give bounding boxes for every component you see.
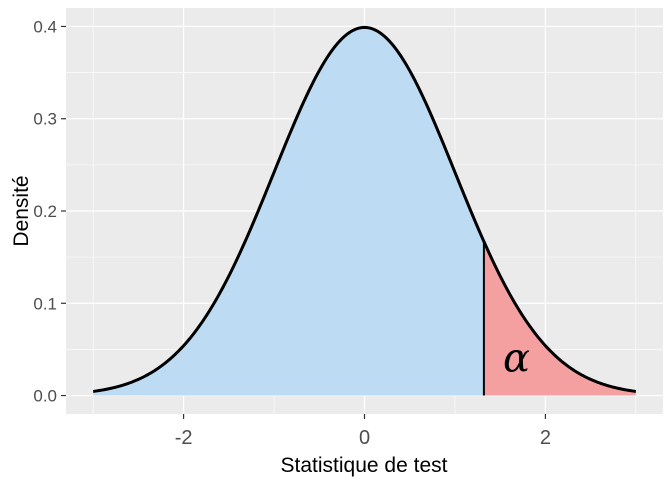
density-curve (92, 25, 637, 393)
x-axis-ticks: -2 0 2 (175, 414, 551, 449)
x-tick-label: 2 (540, 427, 551, 449)
x-tick-label: -2 (175, 427, 193, 449)
x-axis-title: Statistique de test (281, 454, 448, 477)
x-tick-label: 0 (359, 427, 370, 449)
rejection-tail-area (483, 241, 636, 396)
y-axis-ticks: 0.0 0.1 0.2 0.3 0.4 (33, 17, 66, 406)
density-body-area (93, 27, 484, 396)
y-tick-label: 0.0 (33, 387, 57, 406)
y-axis-title: Densité (10, 175, 33, 246)
alpha-annotation: α (503, 336, 530, 382)
y-tick-label: 0.2 (33, 202, 57, 221)
y-tick-label: 0.3 (33, 110, 57, 129)
y-tick-label: 0.1 (33, 294, 57, 313)
y-tick-label: 0.4 (33, 17, 57, 36)
